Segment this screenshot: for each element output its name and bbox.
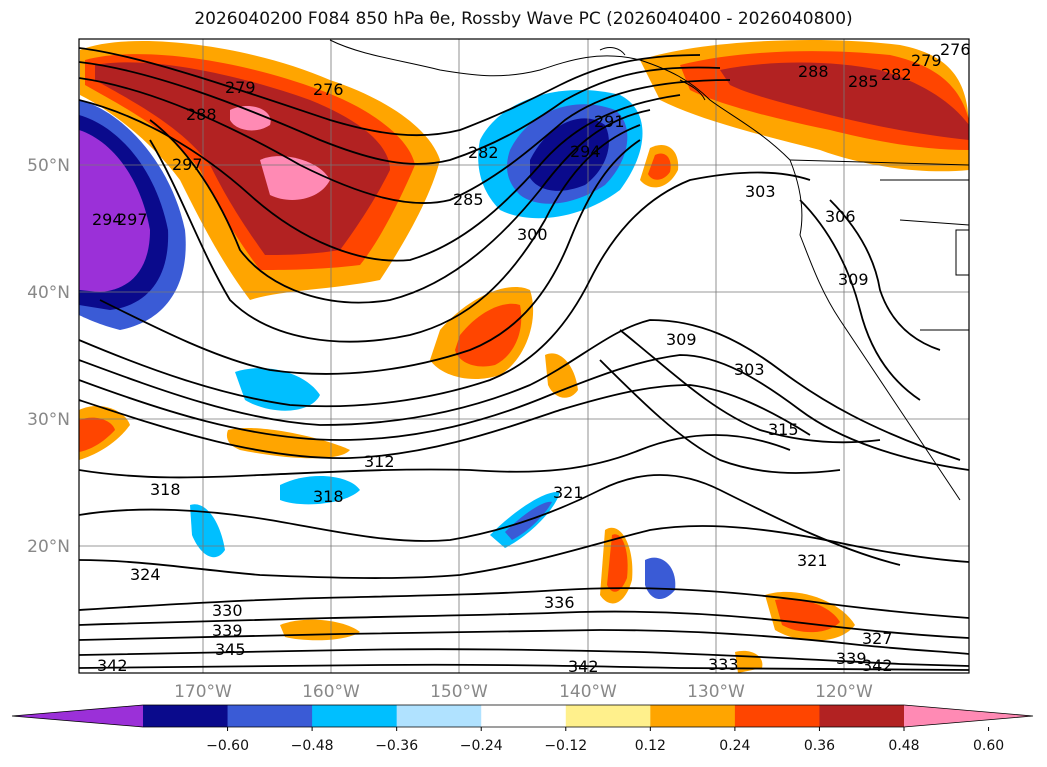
contour-label: 279 — [225, 78, 256, 97]
lon-label: 160°W — [302, 682, 360, 702]
colorbar-segment — [227, 705, 313, 727]
colorbar-outline — [11, 704, 1034, 728]
colorbar-tick-label: −0.36 — [375, 738, 418, 754]
graticule — [79, 39, 969, 673]
colorbar: −0.60 −0.48 −0.36 −0.24 −0.12 0.12 0.24 0.36 0.4… — [11, 704, 1034, 754]
contour-label: 297 — [117, 210, 148, 229]
latitude-labels: 50°N 40°N 30°N 20°N — [27, 156, 70, 557]
colorbar-segment — [396, 705, 482, 727]
colorbar-tick-label: 0.12 — [635, 738, 666, 754]
contour-label: 342 — [568, 657, 599, 676]
contour-label: 282 — [881, 65, 912, 84]
colorbar-tick-label: 0.24 — [719, 738, 750, 754]
lat-label: 20°N — [27, 537, 70, 557]
contour-label: 330 — [212, 601, 243, 620]
contour-label: 309 — [666, 330, 697, 349]
colorbar-tick-label: −0.12 — [544, 738, 587, 754]
contour-label: 345 — [215, 640, 246, 659]
cold-anomaly-region — [280, 475, 360, 505]
contour-label: 312 — [364, 452, 395, 471]
warm-anomaly-region — [230, 105, 271, 131]
contour-label: 339 — [836, 649, 867, 668]
colorbar-segment — [312, 705, 398, 727]
cold-anomaly-region — [79, 130, 150, 292]
contour-label: 276 — [940, 40, 971, 59]
colorbar-tick-label: −0.60 — [206, 738, 249, 754]
plot-area: 276 279 288 297 294 297 282 291 294 285 … — [79, 39, 971, 676]
contour-label: 300 — [517, 225, 548, 244]
colorbar-segment — [12, 705, 143, 727]
contour-label: 321 — [553, 483, 584, 502]
contour-label: 309 — [838, 270, 869, 289]
contour-label: 288 — [798, 62, 829, 81]
contour-label: 303 — [745, 182, 776, 201]
contour-label: 318 — [313, 487, 344, 506]
contour-label: 336 — [544, 593, 575, 612]
colorbar-segment — [143, 705, 229, 727]
colorbar-tick-label: 0.36 — [804, 738, 835, 754]
contour-labels: 276 279 288 297 294 297 282 291 294 285 … — [92, 40, 971, 676]
warm-anomaly-region — [95, 62, 390, 256]
contour-label: 288 — [186, 105, 217, 124]
contour-label: 306 — [825, 207, 856, 226]
warm-anomaly-region — [648, 153, 671, 180]
contour-label: 327 — [862, 629, 893, 648]
contour-label: 333 — [708, 655, 739, 674]
contour-label: 291 — [594, 112, 625, 131]
colorbar-tick-label: −0.24 — [460, 738, 503, 754]
lon-label: 170°W — [174, 682, 232, 702]
contour-label: 315 — [768, 420, 799, 439]
shaded-fields — [79, 40, 969, 673]
map-frame — [78, 38, 970, 674]
contour-label: 318 — [150, 480, 181, 499]
lon-label: 130°W — [687, 682, 745, 702]
lat-label: 50°N — [27, 156, 70, 176]
contour-label: 294 — [92, 210, 123, 229]
colorbar-segment — [734, 705, 820, 727]
contours — [79, 47, 969, 671]
contour-label: 285 — [848, 72, 879, 91]
colorbar-segment — [565, 705, 651, 727]
contour-label: 297 — [172, 155, 203, 174]
lat-label: 40°N — [27, 283, 70, 303]
warm-anomaly-region — [720, 62, 969, 140]
cold-anomaly-region — [190, 504, 225, 558]
contour-label: 285 — [453, 190, 484, 209]
coastlines — [329, 39, 969, 501]
contour-label: 279 — [911, 51, 942, 70]
colorbar-segment — [650, 705, 736, 727]
contour-label: 303 — [734, 360, 765, 379]
warm-anomaly-region — [775, 598, 840, 633]
contour-label: 342 — [862, 656, 893, 675]
lon-label: 140°W — [559, 682, 617, 702]
contour-label: 339 — [212, 621, 243, 640]
lon-label: 120°W — [815, 682, 873, 702]
contour-label: 324 — [130, 565, 161, 584]
colorbar-tick-label: 0.48 — [888, 738, 919, 754]
warm-anomaly-region — [455, 303, 522, 367]
warm-anomaly-region — [79, 417, 115, 452]
cold-anomaly-region — [235, 368, 320, 411]
lon-label: 150°W — [430, 682, 488, 702]
contour-label: 282 — [468, 143, 499, 162]
contour-label: 276 — [313, 80, 344, 99]
colorbar-segment — [904, 705, 1033, 727]
colorbar-tick-label: 0.60 — [973, 738, 1004, 754]
contour-label: 294 — [570, 142, 601, 161]
contour-label: 342 — [97, 656, 128, 675]
lat-label: 30°N — [27, 410, 70, 430]
warm-anomaly-region — [607, 534, 628, 592]
warm-anomaly-region — [260, 156, 330, 200]
colorbar-tick-label: −0.48 — [291, 738, 334, 754]
longitude-labels: 170°W 160°W 150°W 140°W 130°W 120°W — [174, 682, 873, 702]
colorbar-segment — [481, 705, 567, 727]
colorbar-segment — [819, 705, 905, 727]
map-title: 2026040200 F084 850 hPa θe, Rossby Wave … — [194, 9, 853, 29]
contour-label: 321 — [797, 551, 828, 570]
